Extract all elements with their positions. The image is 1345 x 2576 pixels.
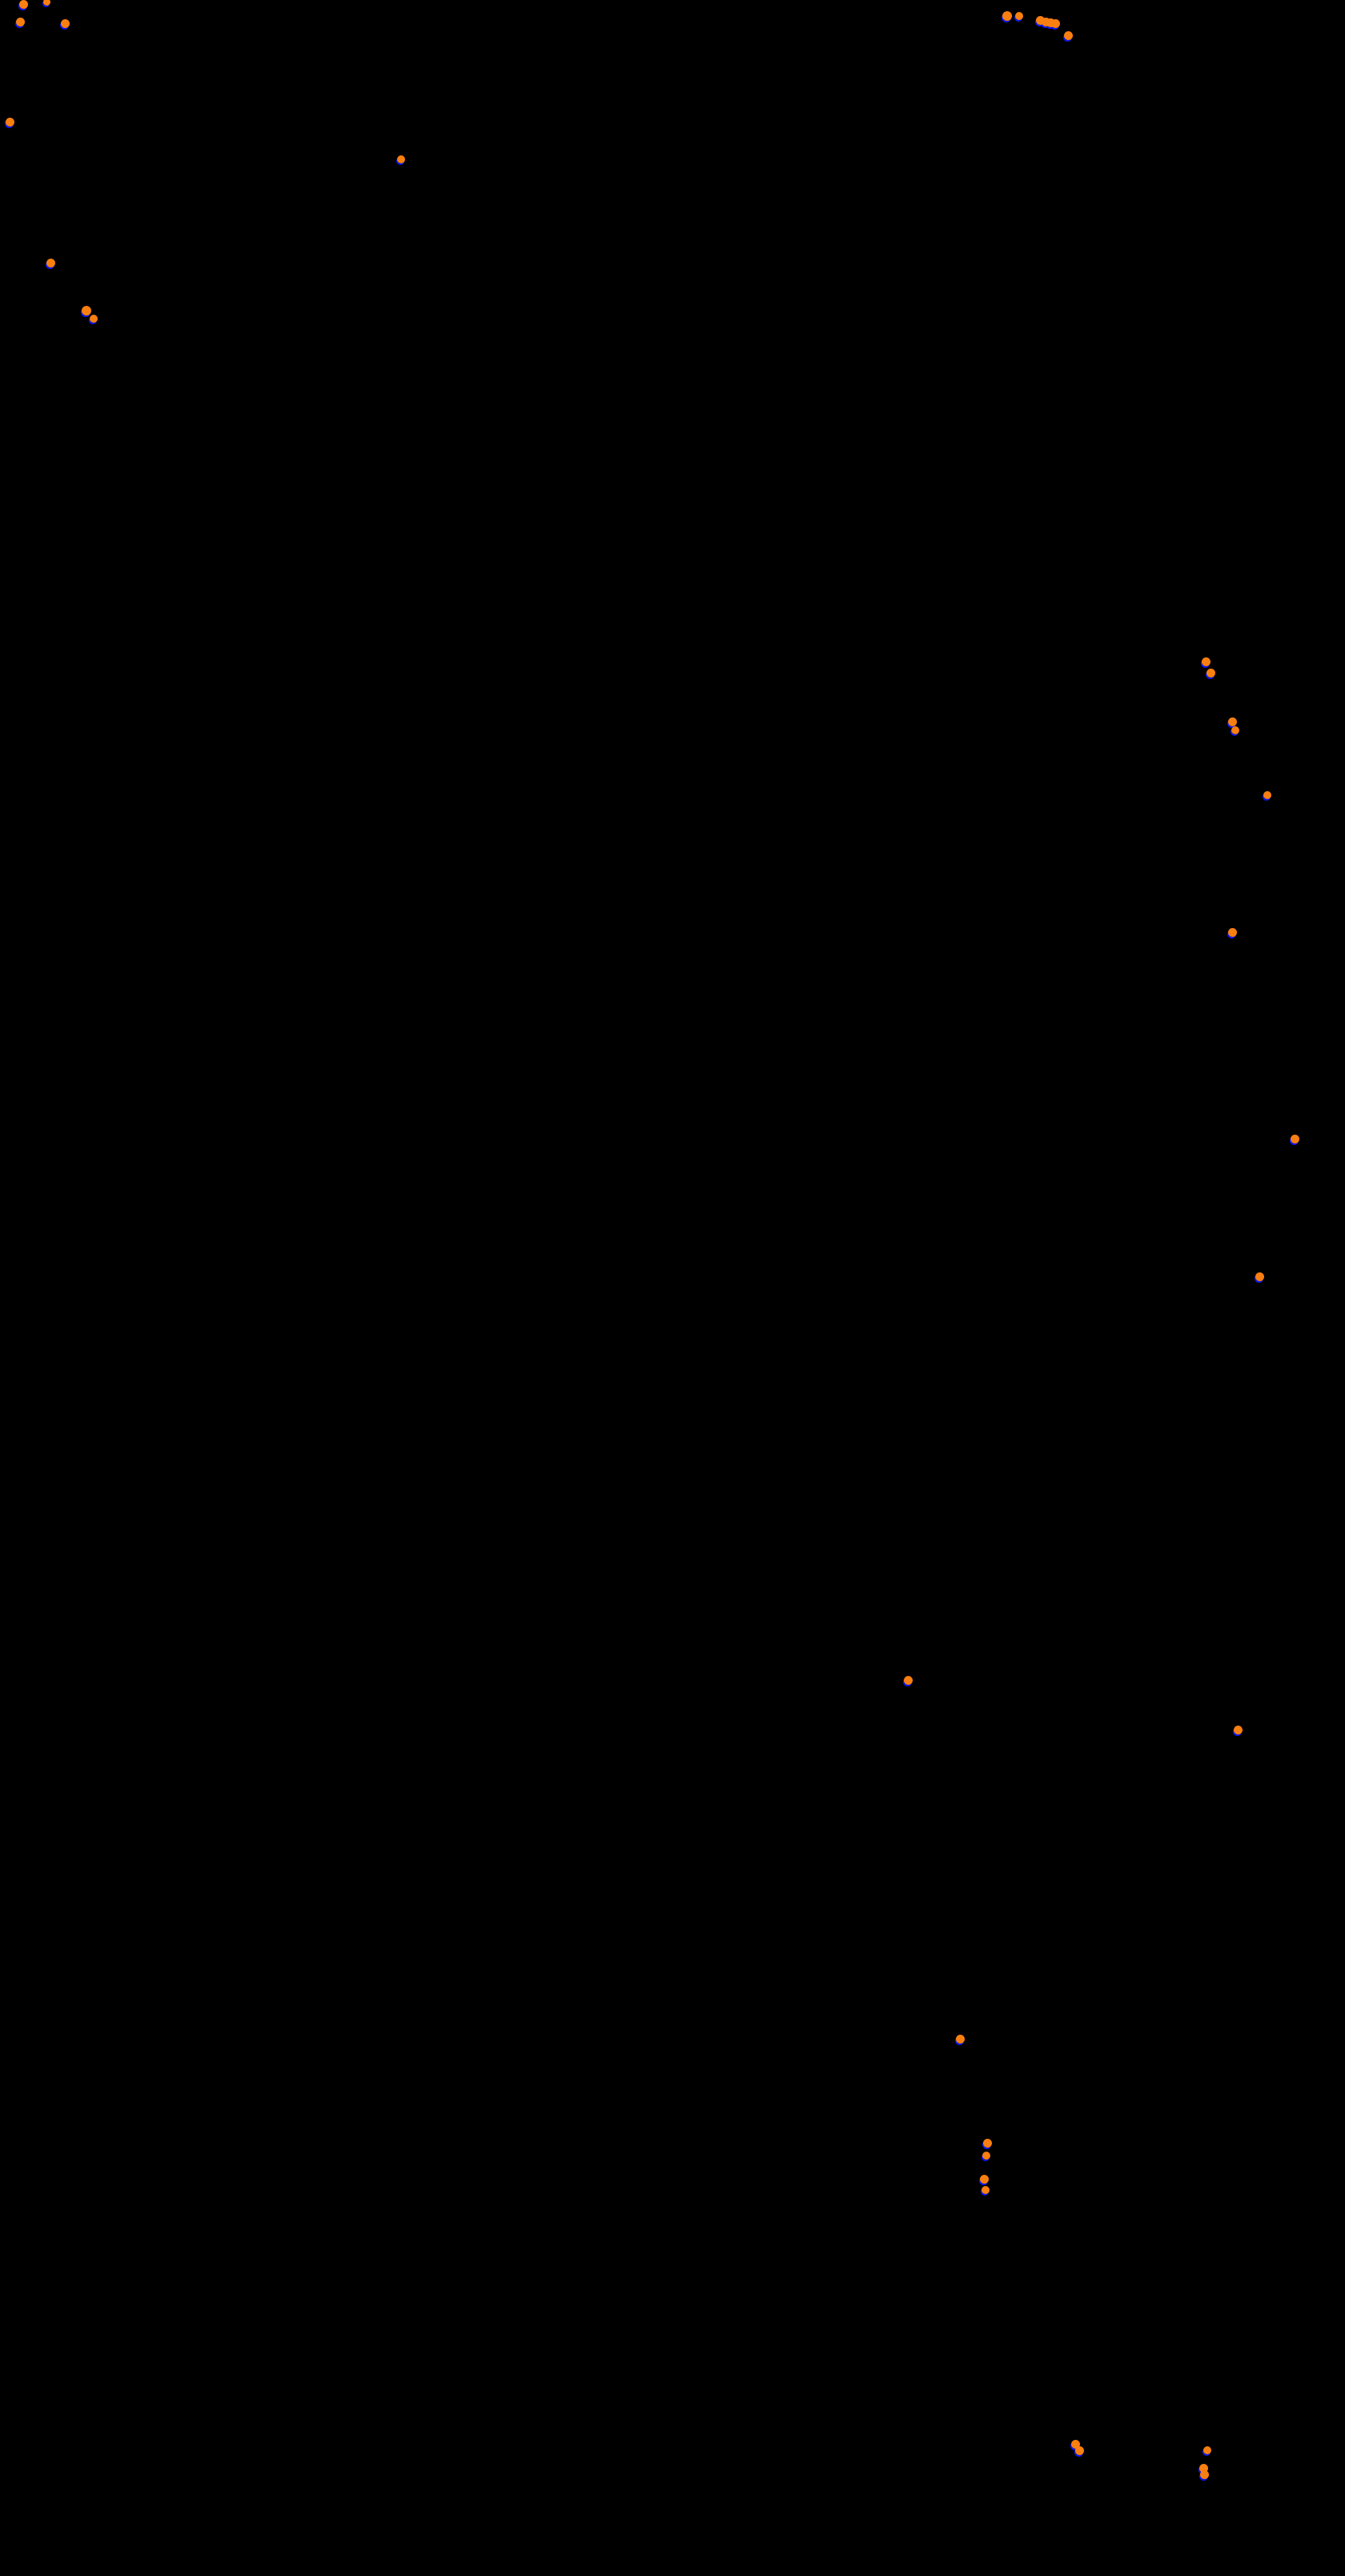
dot-fill bbox=[1063, 30, 1073, 40]
marker-19-dot-icon[interactable] bbox=[1227, 717, 1237, 728]
marker-31-dot-icon[interactable] bbox=[981, 2186, 990, 2196]
dot-fill bbox=[1255, 1272, 1264, 1281]
dot-fill bbox=[982, 2138, 992, 2148]
marker-34-dot-icon[interactable] bbox=[1202, 2446, 1211, 2456]
dot-fill bbox=[1263, 791, 1271, 799]
marker-16-dot-icon[interactable] bbox=[1062, 30, 1073, 42]
dot-fill bbox=[979, 2174, 989, 2184]
marker-11-dot-icon[interactable] bbox=[1014, 12, 1023, 22]
dot-fill bbox=[1233, 1725, 1243, 1734]
dot-fill bbox=[1050, 18, 1060, 28]
dot-fill bbox=[18, 0, 28, 9]
dot-fill bbox=[982, 2186, 990, 2194]
marker-18-dot-icon[interactable] bbox=[1205, 668, 1215, 679]
dot-fill bbox=[955, 2034, 965, 2044]
marker-29-dot-icon[interactable] bbox=[982, 2152, 990, 2161]
dot-fill bbox=[1231, 726, 1239, 734]
dot-fill bbox=[15, 17, 25, 26]
marker-23-dot-icon[interactable] bbox=[1289, 1134, 1299, 1145]
marker-01-dot-icon[interactable] bbox=[18, 0, 28, 10]
marker-28-dot-icon[interactable] bbox=[982, 2138, 992, 2149]
dot-fill bbox=[1070, 2439, 1080, 2449]
marker-30-dot-icon[interactable] bbox=[978, 2174, 989, 2185]
dot-fill bbox=[1015, 12, 1023, 20]
marker-36-dot-icon[interactable] bbox=[1198, 2470, 1209, 2481]
dot-fill bbox=[1198, 2463, 1208, 2473]
dot-fill bbox=[1199, 2470, 1209, 2479]
dot-fill bbox=[1227, 927, 1237, 937]
marker-04-dot-icon[interactable] bbox=[59, 18, 70, 30]
marker-08-dot-icon[interactable] bbox=[81, 306, 91, 317]
marker-09-dot-icon[interactable] bbox=[89, 315, 98, 324]
dot-fill bbox=[1046, 18, 1055, 27]
marker-05-dot-icon[interactable] bbox=[4, 117, 14, 128]
marker-17-dot-icon[interactable] bbox=[1200, 657, 1210, 668]
marker-24-dot-icon[interactable] bbox=[1254, 1272, 1264, 1283]
dot-fill bbox=[42, 0, 50, 6]
marker-02-dot-icon[interactable] bbox=[42, 0, 50, 7]
marker-07-dot-icon[interactable] bbox=[45, 258, 55, 269]
dot-fill bbox=[5, 117, 14, 127]
marker-27-dot-icon[interactable] bbox=[954, 2034, 965, 2045]
dot-fill bbox=[1002, 11, 1012, 21]
marker-06-dot-icon[interactable] bbox=[396, 155, 405, 165]
marker-10-dot-icon[interactable] bbox=[1002, 11, 1012, 22]
marker-22-dot-icon[interactable] bbox=[1227, 927, 1237, 938]
dot-fill bbox=[903, 1675, 913, 1685]
marker-26-dot-icon[interactable] bbox=[1232, 1725, 1243, 1736]
marker-20-dot-icon[interactable] bbox=[1231, 726, 1239, 736]
dot-fill bbox=[1035, 15, 1045, 25]
dot-fill bbox=[1290, 1134, 1299, 1143]
dot-fill bbox=[982, 2152, 990, 2160]
dot-fill bbox=[82, 306, 91, 315]
marker-21-dot-icon[interactable] bbox=[1263, 791, 1271, 801]
dot-fill bbox=[1203, 2446, 1211, 2454]
marker-15-dot-icon[interactable] bbox=[1050, 18, 1060, 30]
dot-fill bbox=[46, 258, 55, 267]
marker-33-dot-icon[interactable] bbox=[1074, 2445, 1084, 2457]
dot-fill bbox=[1206, 668, 1215, 677]
dot-fill bbox=[90, 315, 98, 323]
dot-fill bbox=[1074, 2445, 1084, 2455]
dot-fill bbox=[1201, 657, 1210, 666]
dot-fill bbox=[60, 18, 70, 28]
dot-fill bbox=[397, 155, 405, 163]
marker-25-dot-icon[interactable] bbox=[902, 1675, 913, 1686]
dot-fill bbox=[1041, 17, 1050, 26]
dot-fill bbox=[1227, 717, 1237, 726]
marker-03-dot-icon[interactable] bbox=[14, 17, 25, 28]
